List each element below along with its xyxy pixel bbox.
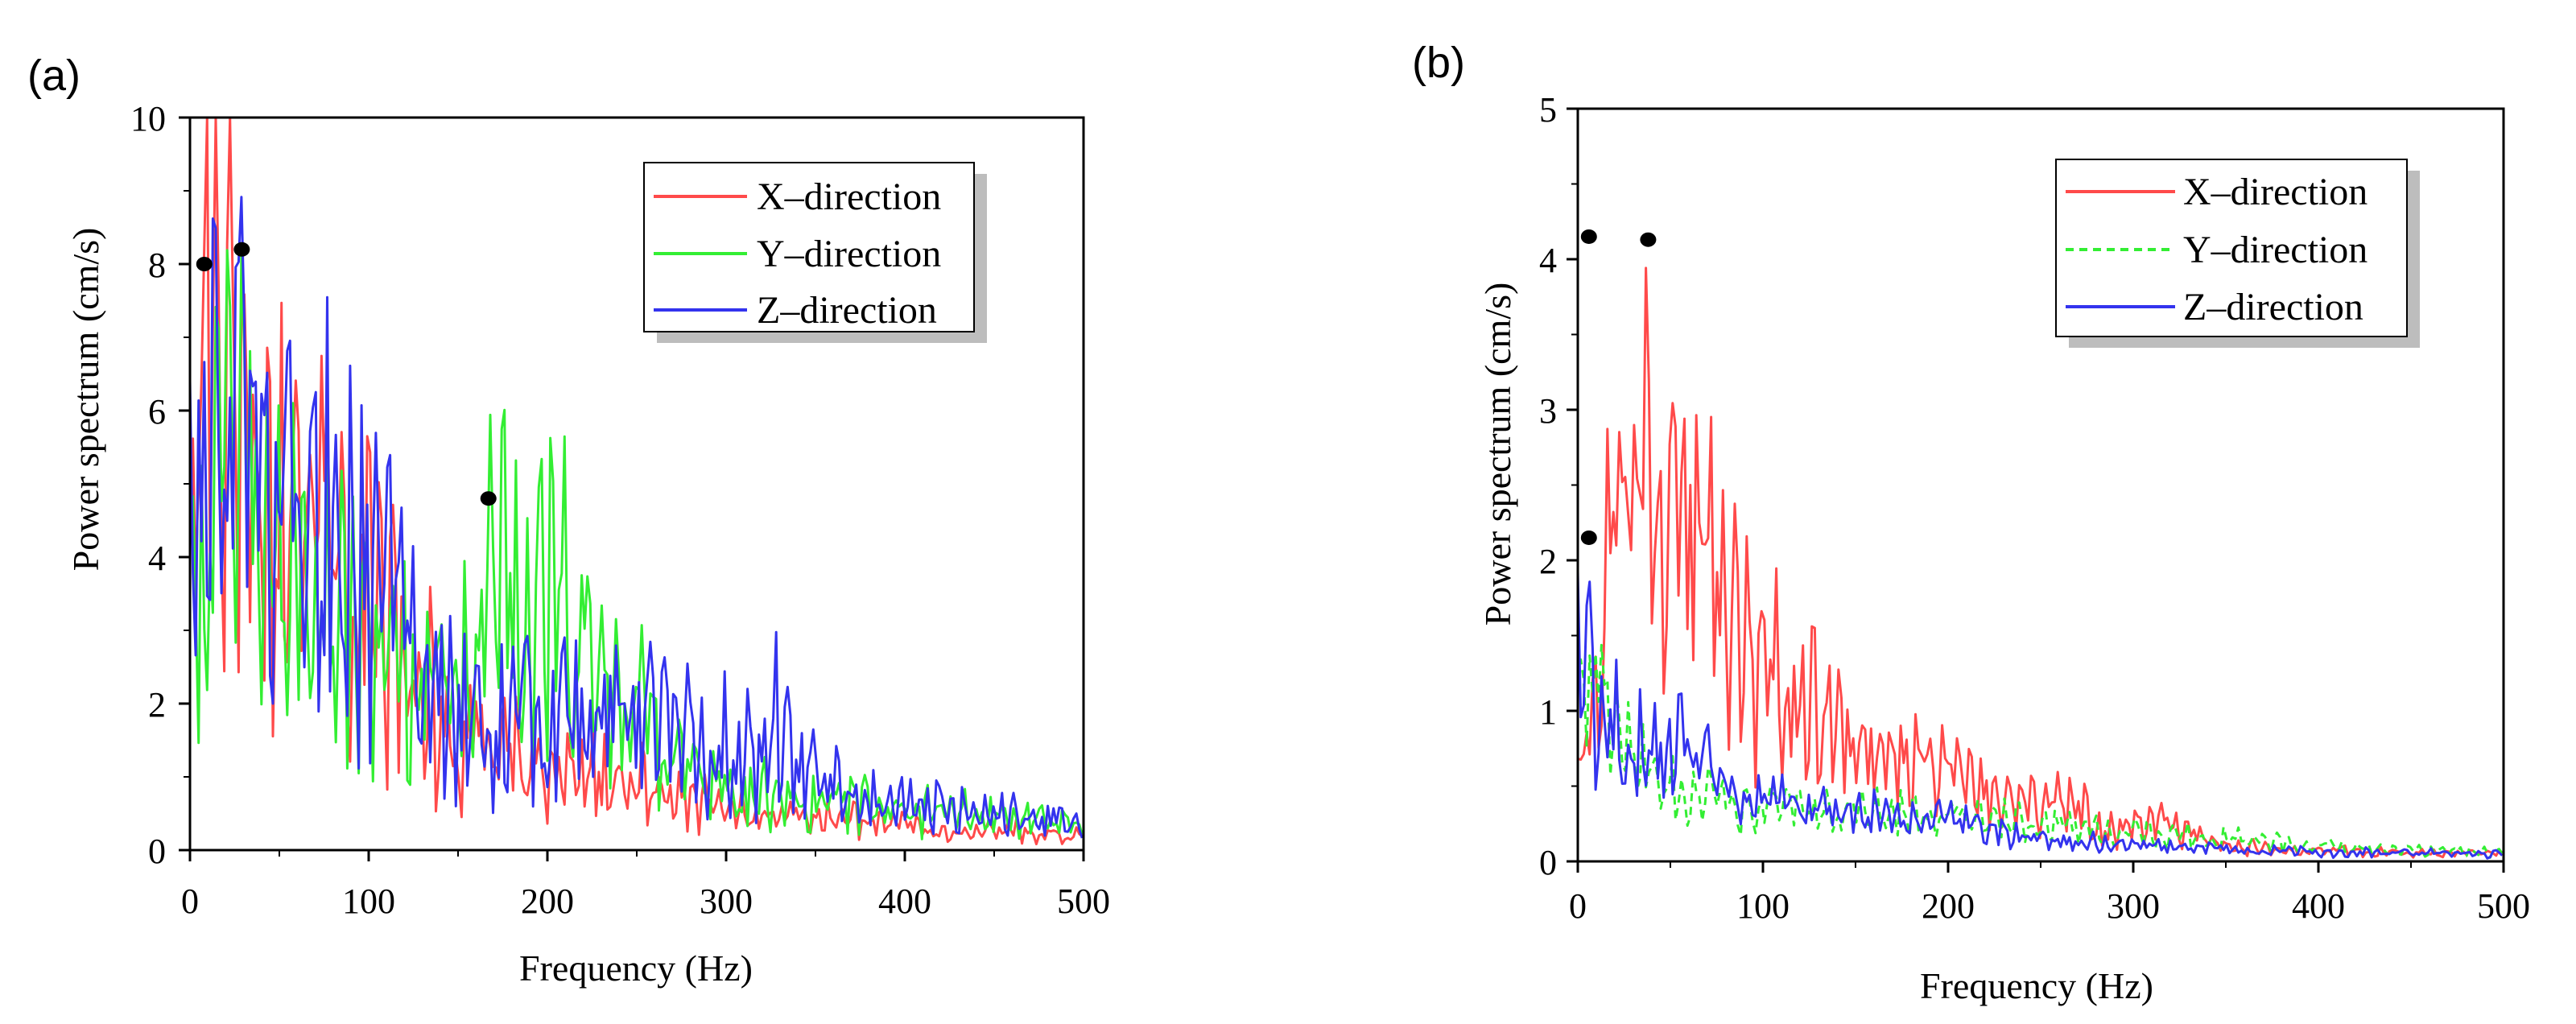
panel-a-legend-label-x: X–direction bbox=[757, 175, 941, 218]
panel-b: (b) Power spectrum (cm/s) Frequency (Hz)… bbox=[1412, 39, 2530, 1006]
panel-b-tick-marks bbox=[1567, 107, 2505, 873]
panel-b-legend: X–direction Y–direction Z–direction bbox=[2055, 159, 2420, 348]
panel-a-peak-marker bbox=[196, 257, 213, 271]
panel-b-series-z-line bbox=[1576, 572, 2504, 860]
panel-b-y-tick-label: 4 bbox=[1539, 241, 1557, 280]
panel-b-x-tick-label: 500 bbox=[2477, 886, 2530, 926]
panel-a-x-tick-label: 300 bbox=[700, 882, 753, 921]
panel-b-y-tick-label: 5 bbox=[1539, 90, 1557, 130]
panel-a-label: (a) bbox=[27, 52, 80, 100]
panel-a-x-tick-label: 500 bbox=[1057, 882, 1110, 921]
panel-b-y-tick-label: 1 bbox=[1539, 692, 1557, 732]
panel-a-x-tick-labels: 0 100 200 300 400 500 bbox=[181, 882, 1110, 921]
panel-a-x-tick-label: 0 bbox=[181, 882, 199, 921]
panel-b-plot-area bbox=[1576, 229, 2504, 860]
panel-b-x-tick-label: 100 bbox=[1736, 886, 1790, 926]
panel-b-x-tick-label: 0 bbox=[1569, 886, 1587, 926]
panel-b-y-tick-label: 2 bbox=[1539, 542, 1557, 581]
panel-b-peak-marker bbox=[1580, 530, 1597, 545]
panel-b-legend-label-x: X–direction bbox=[2183, 171, 2368, 213]
panel-b-label: (b) bbox=[1412, 39, 1465, 87]
panel-a-legend-label-y: Y–direction bbox=[757, 233, 941, 275]
panel-a-legend-box bbox=[643, 162, 975, 332]
panel-a-x-tick-label: 100 bbox=[342, 882, 395, 921]
panel-a: (a) Power spectrum (cm/s) Frequency (Hz)… bbox=[27, 52, 1110, 989]
panel-a-peak-marker bbox=[480, 491, 497, 506]
panel-b-legend-label-y: Y–direction bbox=[2183, 229, 2368, 271]
panel-b-peak-marker bbox=[1640, 232, 1657, 247]
panel-b-x-tick-label: 200 bbox=[1922, 886, 1975, 926]
panel-a-y-tick-labels: 0 2 4 6 8 10 bbox=[130, 99, 166, 871]
panel-a-legend-label-z: Z–direction bbox=[757, 289, 937, 332]
panel-a-series-z-line bbox=[188, 196, 1084, 839]
panel-a-y-tick-label: 4 bbox=[148, 539, 166, 578]
panel-b-y-tick-labels: 0 1 2 3 4 5 bbox=[1539, 90, 1557, 882]
panel-a-tick-marks bbox=[179, 116, 1085, 861]
panel-b-x-tick-label: 300 bbox=[2107, 886, 2160, 926]
panel-b-x-tick-labels: 0 100 200 300 400 500 bbox=[1569, 886, 2530, 926]
panel-a-x-tick-label: 200 bbox=[521, 882, 574, 921]
panel-a-plot-area bbox=[188, 116, 1084, 845]
panel-b-x-tick-label: 400 bbox=[2292, 886, 2345, 926]
panel-a-y-tick-label: 0 bbox=[148, 832, 166, 871]
panel-a-x-axis-title: Frequency (Hz) bbox=[519, 948, 753, 989]
panel-b-y-tick-label: 3 bbox=[1539, 391, 1557, 431]
panel-a-peak-marker bbox=[233, 242, 250, 257]
panel-a-y-tick-label: 10 bbox=[130, 99, 166, 138]
panel-b-y-tick-label: 0 bbox=[1539, 843, 1557, 882]
panel-a-legend: X–direction Y–direction Z–direction bbox=[643, 162, 987, 343]
panel-b-y-axis-title: Power spectrum (cm/s) bbox=[1477, 283, 1518, 626]
panel-a-x-tick-label: 400 bbox=[878, 882, 931, 921]
panel-b-x-axis-title: Frequency (Hz) bbox=[1920, 965, 2153, 1006]
panel-b-peak-marker bbox=[1580, 229, 1597, 244]
panel-a-y-tick-label: 6 bbox=[148, 392, 166, 431]
panel-a-y-tick-label: 2 bbox=[148, 685, 166, 725]
panel-a-y-axis-title: Power spectrum (cm/s) bbox=[65, 228, 106, 572]
panel-a-y-tick-label: 8 bbox=[148, 246, 166, 285]
panel-b-legend-label-z: Z–direction bbox=[2183, 286, 2363, 328]
